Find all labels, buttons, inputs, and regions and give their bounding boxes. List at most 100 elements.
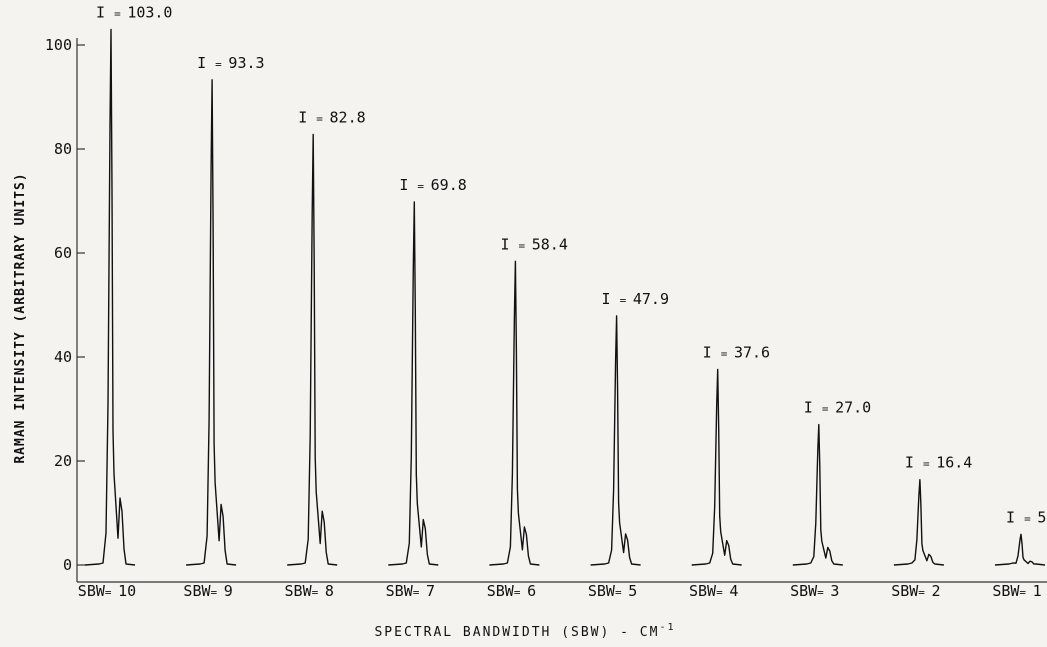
spectrum-peak-6 bbox=[489, 260, 540, 566]
sbw-label-prefix: SBW bbox=[689, 582, 717, 600]
y-tick-label: 80 bbox=[54, 140, 72, 158]
peak-label-value: 27.0 bbox=[835, 399, 871, 417]
sbw-label-sep: = bbox=[312, 586, 325, 599]
sbw-label-value: 9 bbox=[224, 582, 233, 600]
sbw-label-value: 1 bbox=[1033, 582, 1042, 600]
sbw-label-prefix: SBW bbox=[78, 582, 106, 600]
peak-label: I = 47.9 bbox=[602, 290, 669, 308]
peak-label-prefix: I bbox=[703, 343, 721, 361]
peak-label-prefix: I bbox=[197, 54, 215, 72]
peak-label-prefix: I bbox=[96, 3, 114, 21]
peak-label-sep: = bbox=[215, 58, 228, 71]
peak-label-value: 69.8 bbox=[431, 176, 467, 194]
sbw-label-sep: = bbox=[716, 586, 729, 599]
sbw-label-value: 6 bbox=[527, 582, 536, 600]
sbw-label: SBW= 3 bbox=[790, 582, 839, 600]
spectrum-peak-3 bbox=[792, 423, 843, 566]
peak-label-value: 58.4 bbox=[532, 235, 568, 253]
peak-label-prefix: I bbox=[804, 399, 822, 417]
sbw-label-prefix: SBW bbox=[790, 582, 818, 600]
peak-label: I = 27.0 bbox=[804, 399, 871, 417]
spectrum-peak-9 bbox=[186, 79, 237, 566]
spectrum-peak-7 bbox=[388, 201, 439, 566]
peak-label-prefix: I bbox=[602, 290, 620, 308]
sbw-label: SBW= 9 bbox=[183, 582, 232, 600]
sbw-label-sep: = bbox=[615, 586, 628, 599]
peak-label-value: 5.9 bbox=[1037, 508, 1047, 526]
peak-label-value: 93.3 bbox=[228, 54, 264, 72]
sbw-label: SBW= 5 bbox=[588, 582, 637, 600]
peak-label: I = 69.8 bbox=[399, 176, 466, 194]
sbw-label-prefix: SBW bbox=[992, 582, 1020, 600]
sbw-label-value: 7 bbox=[426, 582, 435, 600]
sbw-label: SBW= 4 bbox=[689, 582, 738, 600]
sbw-label-value: 2 bbox=[932, 582, 941, 600]
peak-label-value: 16.4 bbox=[936, 454, 972, 472]
peak-label: I = 103.0 bbox=[96, 3, 172, 21]
sbw-label-sep: = bbox=[514, 586, 527, 599]
peak-label-value: 103.0 bbox=[127, 3, 172, 21]
sbw-label: SBW= 6 bbox=[487, 582, 536, 600]
peak-label: I = 37.6 bbox=[703, 343, 770, 361]
x-axis-label-superscript: -1 bbox=[659, 622, 675, 633]
peak-label-sep: = bbox=[1024, 512, 1037, 525]
peak-label-prefix: I bbox=[399, 176, 417, 194]
sbw-label-prefix: SBW bbox=[285, 582, 313, 600]
peak-label: I = 58.4 bbox=[500, 235, 567, 253]
spectrum-peak-8 bbox=[287, 133, 338, 566]
sbw-label-sep: = bbox=[413, 586, 426, 599]
sbw-label-value: 8 bbox=[325, 582, 334, 600]
peak-label-sep: = bbox=[316, 112, 329, 125]
y-axis-ticks: 0 20 40 60 80 100 bbox=[45, 36, 85, 574]
peak-label-value: 37.6 bbox=[734, 343, 770, 361]
sbw-label-prefix: SBW bbox=[588, 582, 616, 600]
peak-label-sep: = bbox=[923, 458, 936, 471]
peak-label-value: 47.9 bbox=[633, 290, 669, 308]
sbw-label: SBW= 8 bbox=[285, 582, 334, 600]
peak-label-sep: = bbox=[114, 7, 127, 20]
sbw-label-sep: = bbox=[1019, 586, 1032, 599]
sbw-label: SBW= 1 bbox=[992, 582, 1041, 600]
peak-label-sep: = bbox=[721, 347, 734, 360]
peak-label-sep: = bbox=[417, 180, 430, 193]
sbw-label-prefix: SBW bbox=[487, 582, 515, 600]
sbw-label-sep: = bbox=[918, 586, 931, 599]
spectrum-peak-4 bbox=[691, 368, 742, 566]
peak-label: I = 93.3 bbox=[197, 54, 264, 72]
sbw-label-prefix: SBW bbox=[183, 582, 211, 600]
sbw-label-value: 4 bbox=[729, 582, 738, 600]
peak-label-sep: = bbox=[822, 403, 835, 416]
spectrum-peak-1 bbox=[994, 533, 1046, 566]
peak-label-prefix: I bbox=[500, 235, 518, 253]
x-axis-label: SPECTRAL BANDWIDTH (SBW) - CM-1 bbox=[374, 622, 675, 640]
y-axis-label: RAMAN INTENSITY (ARBITRARY UNITS) bbox=[13, 172, 28, 463]
sbw-label-value: 10 bbox=[118, 582, 136, 600]
peak-label-sep: = bbox=[519, 239, 532, 252]
sbw-label-value: 3 bbox=[830, 582, 839, 600]
sbw-label-prefix: SBW bbox=[386, 582, 414, 600]
peak-label: I = 82.8 bbox=[298, 108, 365, 126]
y-tick-label: 60 bbox=[54, 244, 72, 262]
y-tick-label: 40 bbox=[54, 348, 72, 366]
x-axis-label-text: SPECTRAL BANDWIDTH (SBW) - CM bbox=[374, 625, 659, 640]
peak-label-sep: = bbox=[620, 294, 633, 307]
sbw-label: SBW= 7 bbox=[386, 582, 435, 600]
spectrum-peak-5 bbox=[590, 315, 641, 566]
spectrum-peak-10 bbox=[84, 28, 136, 566]
y-tick-label: 100 bbox=[45, 36, 72, 54]
spectrum-peak-2 bbox=[893, 479, 944, 566]
y-tick-label: 0 bbox=[63, 556, 72, 574]
sbw-label-sep: = bbox=[817, 586, 830, 599]
sbw-label-value: 5 bbox=[628, 582, 637, 600]
sbw-label-sep: = bbox=[105, 586, 118, 599]
peak-label: I = 16.4 bbox=[905, 454, 972, 472]
peak-label-prefix: I bbox=[1006, 508, 1024, 526]
peak-label-prefix: I bbox=[905, 454, 923, 472]
sbw-label: SBW= 2 bbox=[891, 582, 940, 600]
peak-label-value: 82.8 bbox=[330, 108, 366, 126]
sbw-label: SBW= 10 bbox=[78, 582, 136, 600]
sbw-label-sep: = bbox=[211, 586, 224, 599]
peak-label: I = 5.9 bbox=[1006, 508, 1047, 526]
